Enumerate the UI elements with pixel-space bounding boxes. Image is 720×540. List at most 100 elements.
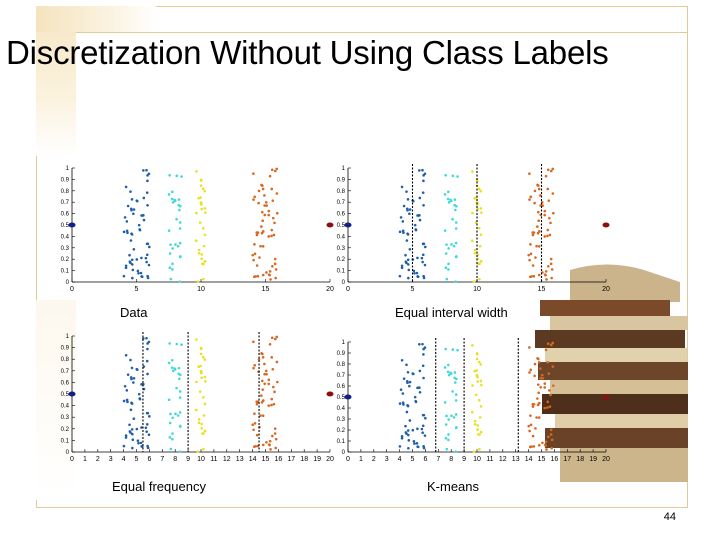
data-point <box>197 365 201 369</box>
y-tick-label: 0.5 <box>337 395 346 401</box>
x-tick-label: 14 <box>249 456 257 463</box>
data-point <box>544 270 548 273</box>
data-point <box>252 198 255 201</box>
data-point <box>420 256 424 260</box>
data-point <box>275 360 279 364</box>
data-point <box>546 400 550 404</box>
x-tick-label: 19 <box>313 456 321 463</box>
data-point <box>199 184 203 187</box>
data-point <box>528 429 531 433</box>
data-point <box>405 207 409 211</box>
x-tick-label: 15 <box>538 286 546 293</box>
data-point <box>454 413 458 416</box>
caption-equal-frequency: Equal frequency <box>112 479 206 494</box>
data-point <box>129 239 133 242</box>
data-point <box>478 447 481 451</box>
data-point <box>275 192 279 195</box>
data-point <box>168 173 171 177</box>
data-point <box>260 183 263 187</box>
data-point <box>137 441 140 445</box>
data-point <box>263 204 266 207</box>
data-point <box>255 233 259 237</box>
data-point <box>549 428 553 432</box>
x-tick-label: 20 <box>602 286 610 293</box>
data-point <box>422 179 425 183</box>
data-point <box>144 426 148 430</box>
data-point <box>552 384 555 387</box>
data-point <box>550 438 554 442</box>
data-point <box>200 376 203 379</box>
data-point <box>547 199 551 202</box>
data-point <box>171 190 174 194</box>
data-point <box>531 231 535 234</box>
data-point <box>273 262 277 266</box>
data-point <box>145 260 148 264</box>
data-point <box>253 364 257 367</box>
data-point <box>452 416 456 419</box>
data-point <box>544 444 547 447</box>
data-point <box>125 389 129 392</box>
data-point <box>480 383 483 387</box>
data-point <box>273 337 277 341</box>
data-point <box>398 402 402 405</box>
data-point <box>171 268 174 271</box>
data-point <box>147 433 151 437</box>
data-point <box>443 193 447 196</box>
data-point <box>129 190 132 193</box>
caption-equal-interval: Equal interval width <box>395 305 508 320</box>
data-point <box>264 369 268 373</box>
data-point <box>273 169 277 173</box>
data-point <box>139 271 143 275</box>
data-point <box>198 221 202 224</box>
y-tick-label: 0 <box>66 450 70 456</box>
data-point <box>401 392 405 395</box>
data-point <box>473 196 477 200</box>
data-point <box>400 358 404 362</box>
data-point <box>175 217 178 221</box>
data-point <box>547 372 551 375</box>
data-point <box>170 366 174 369</box>
data-point <box>263 382 267 386</box>
data-point <box>421 253 425 257</box>
data-point <box>145 191 149 194</box>
data-point <box>541 441 544 445</box>
data-point <box>528 346 531 349</box>
data-point <box>449 371 452 375</box>
data-point <box>273 257 277 261</box>
y-tick-label: 0.7 <box>337 200 346 206</box>
data-point <box>536 183 539 187</box>
data-point <box>257 357 261 361</box>
data-point <box>446 370 450 374</box>
x-tick-label: 9 <box>186 456 190 463</box>
data-point <box>412 269 416 273</box>
data-point <box>140 256 143 260</box>
data-point <box>401 229 405 233</box>
data-point <box>195 380 198 384</box>
y-tick-label: 0.5 <box>337 223 346 229</box>
data-point <box>533 362 537 366</box>
data-point <box>447 373 451 377</box>
data-point <box>531 233 535 237</box>
data-point <box>178 227 182 230</box>
data-point <box>471 170 474 173</box>
data-point <box>275 335 279 339</box>
data-point <box>454 393 458 396</box>
data-point <box>447 201 451 204</box>
data-point <box>445 447 449 451</box>
data-point <box>529 423 533 427</box>
data-point <box>533 201 536 205</box>
data-point <box>407 276 410 280</box>
data-point <box>146 204 149 207</box>
data-point <box>404 260 408 264</box>
data-point <box>528 258 531 262</box>
data-point <box>137 392 141 396</box>
x-tick-label: 13 <box>512 456 520 463</box>
data-point <box>260 225 263 228</box>
data-point <box>178 411 182 414</box>
caption-data: Data <box>120 305 148 320</box>
x-tick-label: 10 <box>473 456 481 463</box>
y-tick-label: 0.9 <box>337 177 346 183</box>
data-point <box>444 347 447 351</box>
data-point <box>444 436 448 440</box>
data-point <box>171 437 174 441</box>
